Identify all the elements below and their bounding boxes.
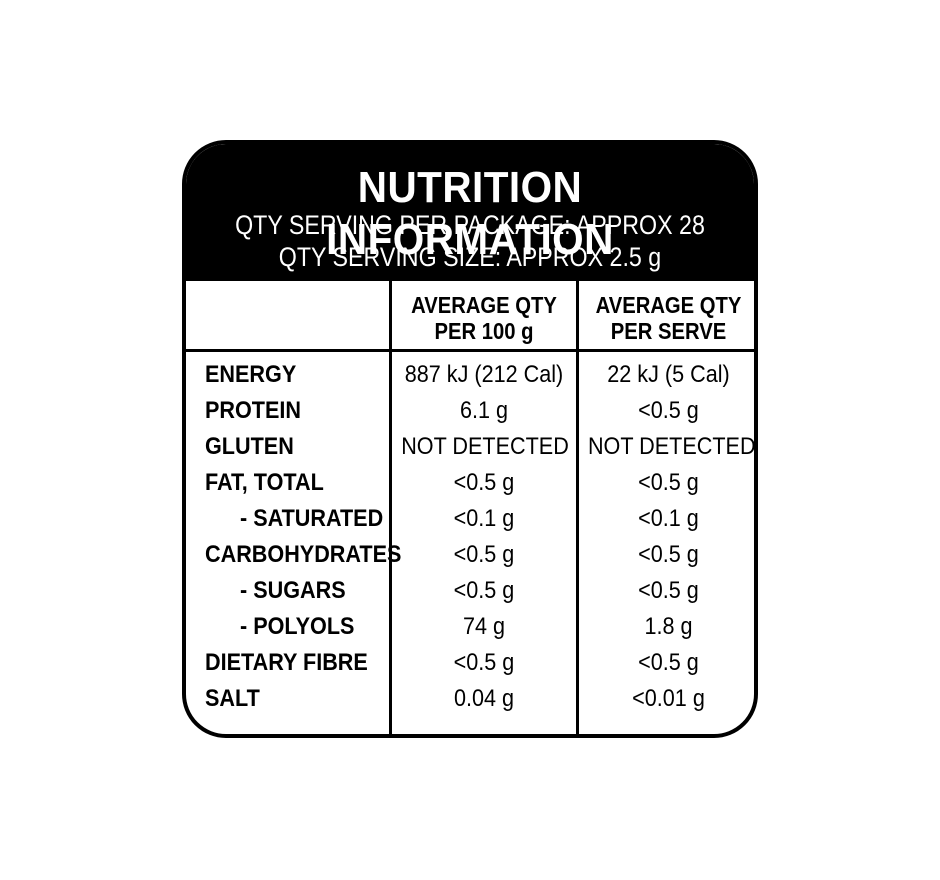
nutrition-panel: NUTRITION INFORMATION QTY SERVING PER PA… [182,140,758,738]
column-header-per-100g: AVERAGE QTY PER 100 g [403,292,565,344]
nutrient-label: FAT, TOTAL [205,469,324,496]
per-serve-value: NOT DETECTED [587,433,756,460]
nutrient-label: ENERGY [205,361,297,388]
per-100g-value: 74 g [462,613,506,640]
panel-header: NUTRITION INFORMATION QTY SERVING PER PA… [186,144,754,281]
header-row-divider [186,349,754,352]
per-serve-value: <0.5 g [638,577,699,604]
per-serve-value: <0.1 g [638,505,699,532]
nutrient-label: - POLYOLS [240,613,355,640]
table-row: SALT 0.04 g <0.01 g [186,681,754,717]
per-serve-value: <0.5 g [638,649,699,676]
panel-title: NUTRITION INFORMATION [326,163,614,264]
per-100g-value: <0.5 g [453,469,515,496]
per-serve-value: 22 kJ (5 Cal) [607,361,730,388]
nutrient-label: PROTEIN [205,397,302,424]
servings-per-package: QTY SERVING PER PACKAGE: APPROX 28 [235,210,705,240]
per-serve-value: <0.5 g [638,469,699,496]
table-row: GLUTEN NOT DETECTED NOT DETECTED [186,429,754,465]
nutrient-label: CARBOHYDRATES [205,541,402,568]
table-row: CARBOHYDRATES <0.5 g <0.5 g [186,537,754,573]
per-100g-value: <0.5 g [453,649,515,676]
nutrient-label: - SATURATED [240,505,384,532]
per-100g-value: <0.1 g [453,505,515,532]
table-row: ENERGY 887 kJ (212 Cal) 22 kJ (5 Cal) [186,357,754,393]
table-row: - SATURATED <0.1 g <0.1 g [186,501,754,537]
per-100g-value: 6.1 g [459,397,509,424]
per-100g-value: <0.5 g [453,577,515,604]
column-header-per-100g-line2: PER 100 g [434,318,534,344]
table-row: DIETARY FIBRE <0.5 g <0.5 g [186,645,754,681]
column-header-per-serve-line1: AVERAGE QTY [595,292,742,318]
per-100g-value: NOT DETECTED [401,433,569,460]
serving-size: QTY SERVING SIZE: APPROX 2.5 g [278,242,662,272]
per-serve-value: <0.01 g [632,685,705,712]
table-row: - POLYOLS 74 g 1.8 g [186,609,754,645]
column-divider-1 [389,281,392,734]
per-serve-value: <0.5 g [638,541,699,568]
per-100g-value: 887 kJ (212 Cal) [404,361,564,388]
column-header-per-100g-line1: AVERAGE QTY [411,292,557,318]
per-serve-value: <0.5 g [638,397,699,424]
table-row: FAT, TOTAL <0.5 g <0.5 g [186,465,754,501]
column-divider-2 [576,281,579,734]
nutrient-label: SALT [205,685,260,712]
per-100g-value: <0.5 g [453,541,515,568]
table-row: PROTEIN 6.1 g <0.5 g [186,393,754,429]
column-header-per-serve: AVERAGE QTY PER SERVE [590,292,748,344]
table-row: - SUGARS <0.5 g <0.5 g [186,573,754,609]
nutrient-label: - SUGARS [240,577,346,604]
nutrient-label: GLUTEN [205,433,294,460]
per-serve-value: 1.8 g [644,613,693,640]
column-header-per-serve-line2: PER SERVE [610,318,727,344]
per-100g-value: 0.04 g [453,685,515,712]
nutrient-label: DIETARY FIBRE [205,649,368,676]
